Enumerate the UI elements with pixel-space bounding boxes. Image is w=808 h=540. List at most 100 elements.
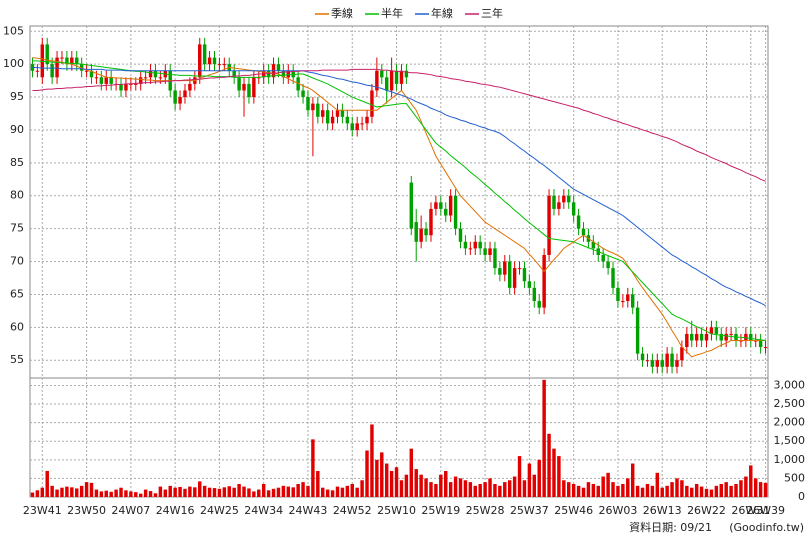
- volume-bar: [596, 485, 600, 497]
- volume-bar: [252, 491, 256, 497]
- candle-body: [394, 70, 399, 84]
- volume-bar: [463, 480, 468, 497]
- candle-body: [635, 307, 640, 354]
- volume-bar: [394, 467, 399, 497]
- candle-body: [424, 228, 428, 236]
- volume-bar: [70, 487, 74, 497]
- candle-body: [660, 360, 664, 367]
- candle-body: [143, 77, 148, 79]
- volume-bar: [439, 474, 443, 497]
- volume-bar: [512, 476, 517, 497]
- ma-line: [32, 60, 766, 341]
- candle-body: [729, 333, 733, 335]
- volume-bar: [630, 463, 635, 497]
- x-tick-label: 24W34: [244, 504, 283, 517]
- candle-body: [665, 353, 669, 367]
- candle-body: [119, 83, 123, 91]
- candle-body: [94, 77, 99, 79]
- y-tick-label: 100: [3, 57, 24, 70]
- x-tick-label: 26W31: [731, 504, 770, 517]
- volume-bar: [99, 491, 104, 497]
- volume-bar: [30, 492, 35, 497]
- volume-bar: [365, 450, 369, 497]
- volume-bar: [503, 482, 507, 497]
- volume-bar: [690, 487, 694, 497]
- candle-body: [522, 268, 527, 282]
- volume-bar: [124, 490, 128, 497]
- volume-bar: [193, 487, 197, 497]
- volume-bar: [729, 485, 733, 497]
- volume-bar: [719, 483, 723, 497]
- candle-body: [453, 195, 458, 229]
- candle-body: [365, 116, 369, 124]
- volume-bar: [562, 480, 566, 497]
- volume-bar: [375, 459, 379, 497]
- volume-bar: [734, 483, 738, 497]
- candle-body: [183, 90, 187, 98]
- y-tick-label: 105: [3, 24, 24, 37]
- volume-bar: [325, 489, 330, 497]
- x-tick-label: 26W03: [599, 504, 638, 517]
- y-tick-label: 60: [10, 320, 24, 333]
- volume-bar: [675, 478, 679, 497]
- volume-bar: [468, 482, 473, 497]
- volume-bar: [183, 488, 187, 497]
- candle-body: [498, 268, 502, 275]
- volume-bar: [591, 483, 596, 497]
- candle-body: [389, 70, 394, 91]
- volume-bar: [606, 472, 610, 497]
- candle-body: [562, 195, 566, 203]
- volume-bar: [129, 491, 133, 497]
- x-tick-label: 23W41: [23, 504, 62, 517]
- volume-bar: [104, 490, 108, 497]
- volume-bar: [60, 487, 64, 497]
- candle-body: [552, 195, 556, 209]
- candle-body: [611, 268, 615, 288]
- volume-bar: [680, 480, 684, 497]
- candle-body: [557, 202, 561, 209]
- volume-bar: [409, 448, 414, 497]
- volume-bar: [242, 486, 246, 497]
- volume-bar: [414, 469, 418, 497]
- candle-body: [512, 268, 517, 288]
- candle-body: [694, 333, 699, 341]
- candle-body: [601, 254, 605, 262]
- candle-body: [124, 83, 128, 91]
- volume-bar: [532, 474, 537, 497]
- volume-bar: [321, 487, 325, 497]
- candle-body: [40, 44, 45, 78]
- candle-body: [311, 103, 315, 111]
- candle-body: [670, 353, 674, 367]
- volume-bar: [227, 486, 231, 497]
- candle-body: [576, 215, 581, 229]
- candle-body: [84, 70, 89, 72]
- volume-bar: [581, 487, 586, 497]
- volume-bar: [340, 487, 345, 497]
- volume-bar: [222, 487, 227, 497]
- candle-body: [744, 333, 748, 341]
- volume-bar: [763, 482, 768, 497]
- volume-tick-label: 2,500: [774, 397, 806, 410]
- volume-bar: [355, 487, 359, 497]
- candle-body: [188, 83, 192, 91]
- candle-body: [690, 333, 694, 341]
- x-tick-label: 25W46: [554, 504, 593, 517]
- volume-bar: [434, 483, 438, 497]
- volume-bar: [424, 478, 428, 497]
- data-date: 資料日期: 09/21: [629, 520, 712, 534]
- volume-bar: [537, 459, 541, 497]
- volume-bar: [114, 489, 118, 497]
- candle-body: [404, 70, 409, 78]
- volume-bar: [109, 491, 113, 497]
- volume-bar: [616, 485, 620, 497]
- candle-body: [448, 195, 453, 216]
- volume-bar: [370, 424, 374, 497]
- volume-bar: [217, 488, 222, 497]
- candle-body: [212, 57, 217, 65]
- source: (Goodinfo.tw): [729, 521, 804, 534]
- candle-body: [537, 301, 541, 308]
- volume-bar: [286, 486, 291, 497]
- candle-body: [434, 202, 438, 209]
- volume-bar: [709, 489, 714, 497]
